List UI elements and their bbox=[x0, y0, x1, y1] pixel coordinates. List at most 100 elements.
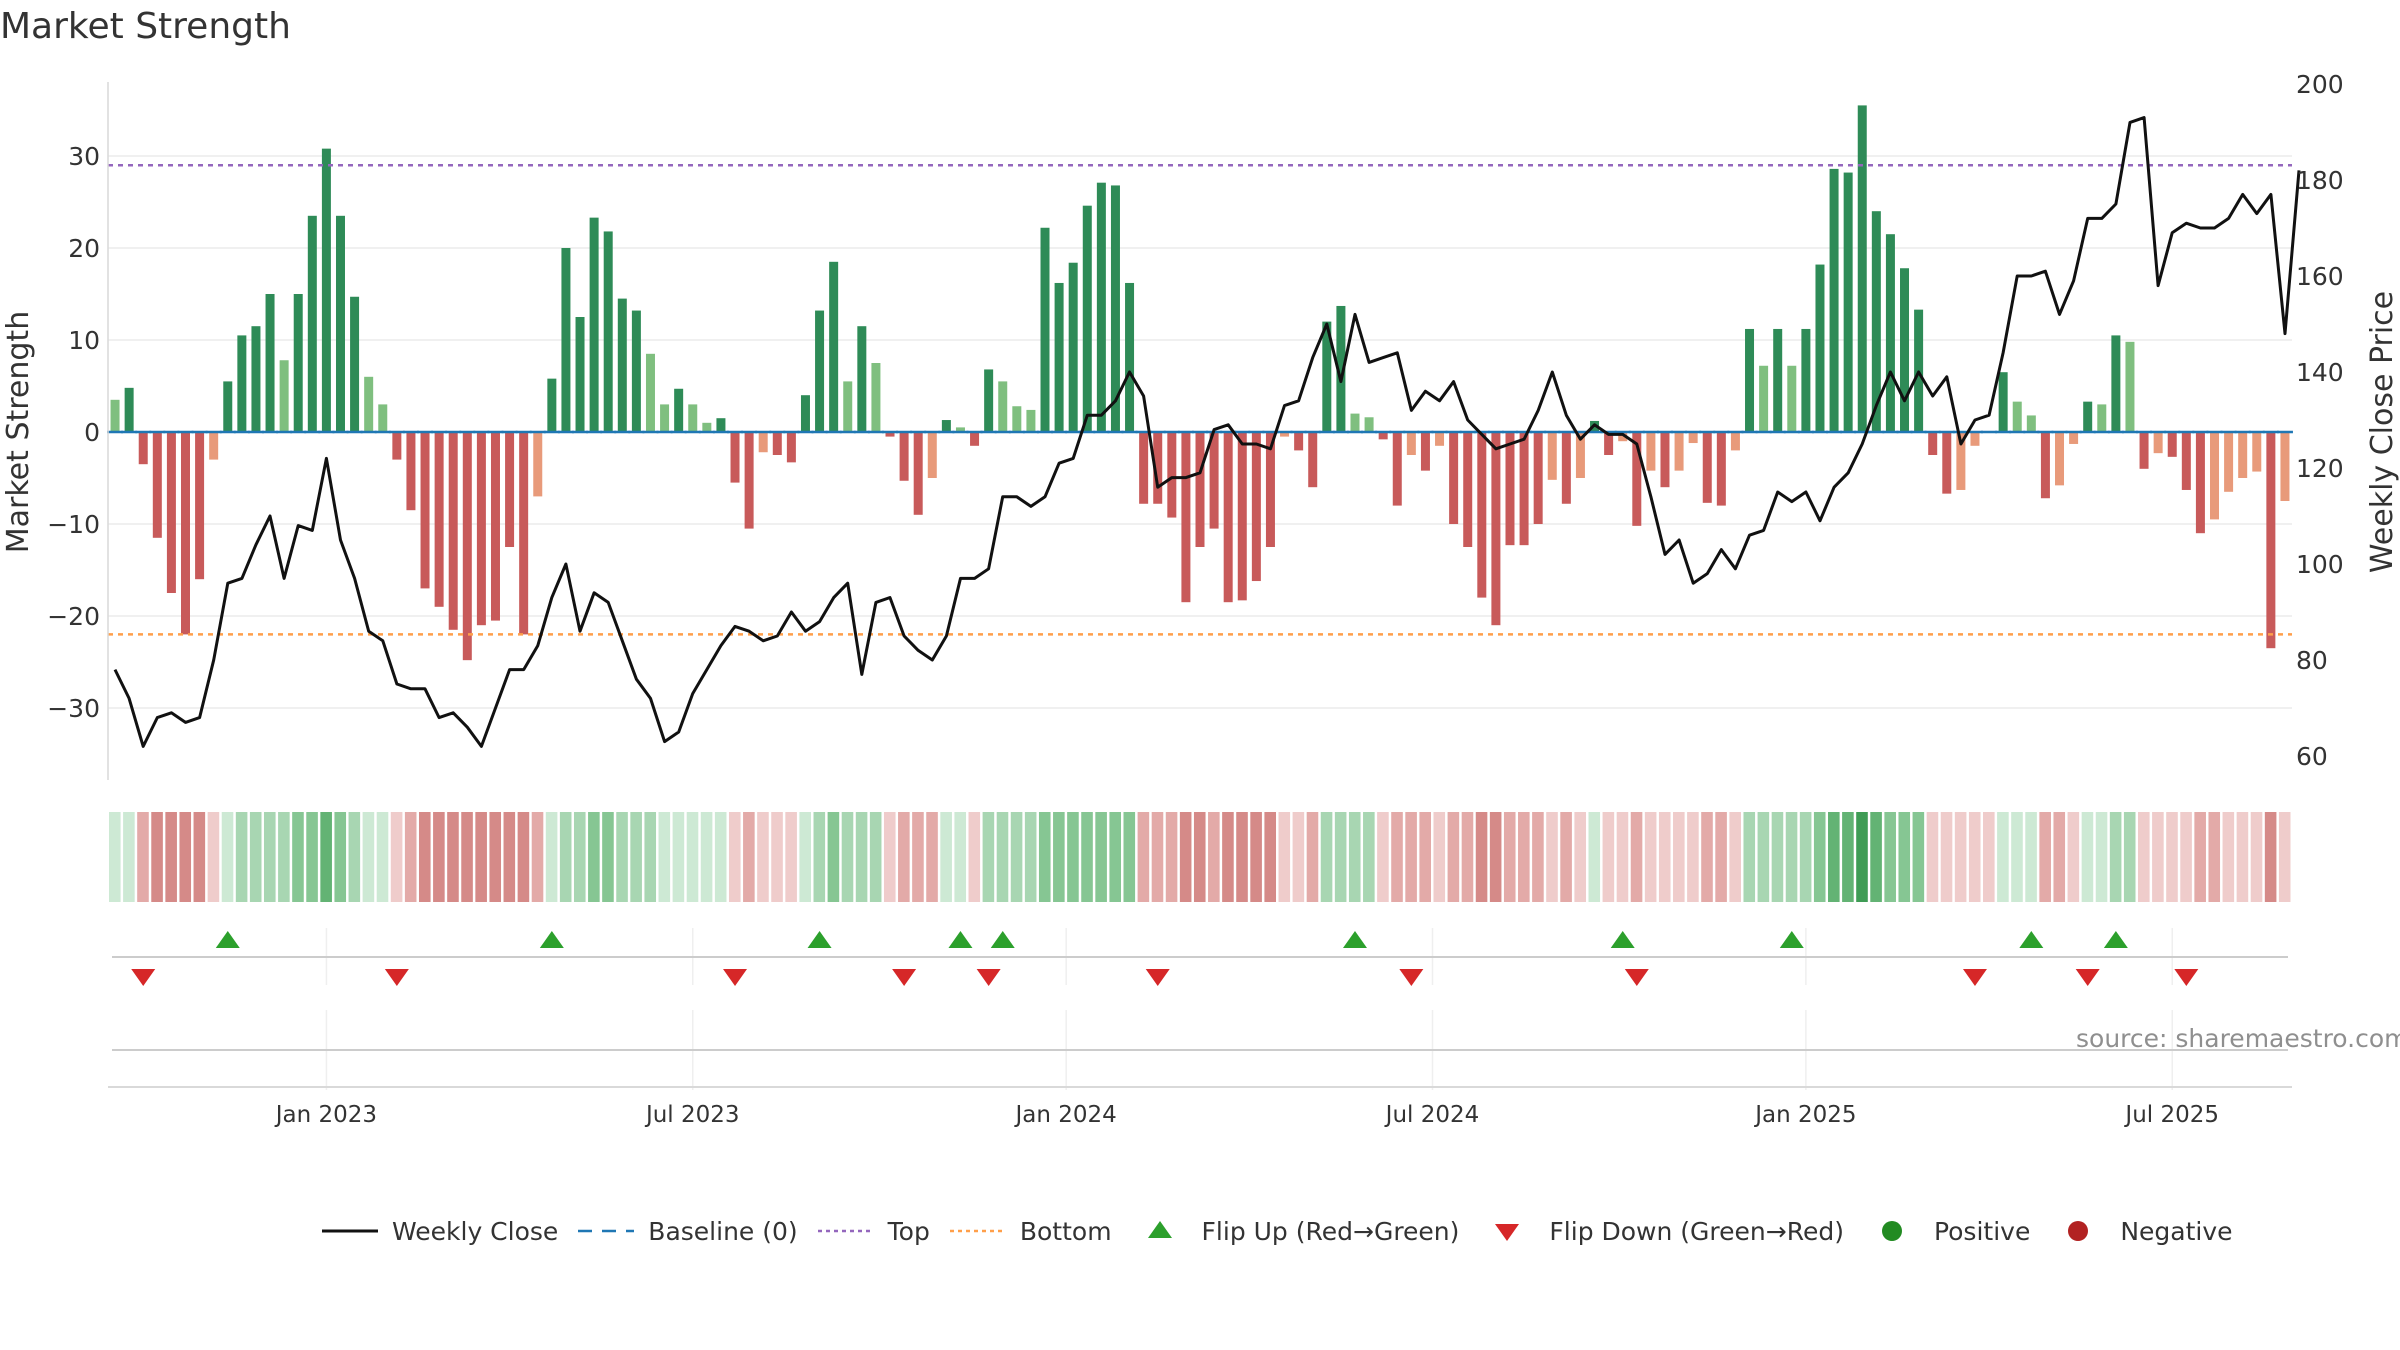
strength-bar bbox=[1435, 432, 1445, 446]
heat-cell bbox=[1968, 812, 1981, 902]
strength-bar bbox=[1674, 432, 1684, 471]
strength-bar bbox=[2266, 432, 2276, 649]
y-tick-label-right: 140 bbox=[2296, 358, 2344, 387]
strength-bar bbox=[1956, 432, 1966, 490]
x-tick-label: Jan 2023 bbox=[274, 1102, 377, 1128]
flip-markers bbox=[112, 928, 2288, 1090]
heat-cell bbox=[813, 812, 826, 902]
flip-down-marker bbox=[1624, 969, 1649, 986]
heat-cell bbox=[2152, 812, 2164, 902]
heat-cell bbox=[700, 812, 713, 902]
heat-cell bbox=[475, 812, 487, 902]
heat-cell bbox=[137, 812, 149, 902]
strength-bar bbox=[364, 376, 374, 432]
strength-bar bbox=[1110, 185, 1120, 432]
heat-cell bbox=[1588, 812, 1601, 902]
strength-bar bbox=[2069, 432, 2079, 444]
strength-bar bbox=[1730, 432, 1740, 451]
strength-bar bbox=[1308, 432, 1318, 488]
strength-bar bbox=[321, 148, 331, 432]
strength-bar bbox=[1942, 432, 1952, 494]
heat-cell bbox=[433, 812, 445, 902]
strength-bar bbox=[505, 432, 515, 547]
heat-cell bbox=[841, 812, 854, 902]
strength-bar bbox=[1815, 264, 1825, 432]
strength-bar bbox=[1336, 305, 1346, 432]
legend-item-flip_down: Flip Down (Green→Red) bbox=[1477, 1216, 1844, 1246]
heat-cell bbox=[292, 812, 304, 902]
heat-cell bbox=[1363, 812, 1375, 902]
strength-bar bbox=[166, 432, 176, 593]
heat-cell bbox=[954, 812, 967, 902]
source-note: source: sharemaestro.com bbox=[2076, 1024, 2400, 1053]
y-tick-label-right: 180 bbox=[2296, 166, 2344, 195]
heat-cell bbox=[390, 812, 403, 902]
legend-swatch-bottom bbox=[949, 1229, 1006, 1233]
heat-cell bbox=[2053, 812, 2066, 902]
heat-cell bbox=[1842, 812, 1854, 902]
strength-bar bbox=[180, 432, 190, 635]
strength-bar bbox=[702, 422, 712, 432]
heat-cell bbox=[1264, 812, 1276, 902]
strength-bar bbox=[1773, 328, 1783, 432]
strength-bar bbox=[645, 353, 655, 432]
strength-bar bbox=[1012, 406, 1022, 432]
heat-cell bbox=[2109, 812, 2122, 902]
heat-cell bbox=[221, 812, 234, 902]
heat-cell bbox=[940, 812, 952, 902]
heat-cell bbox=[461, 812, 473, 902]
heat-cell bbox=[2166, 812, 2178, 902]
heat-cell bbox=[263, 812, 276, 902]
heat-cell bbox=[2208, 812, 2221, 902]
strength-bar bbox=[899, 432, 909, 481]
heat-cell bbox=[1024, 812, 1037, 902]
heat-cell bbox=[151, 812, 163, 902]
heat-cell bbox=[1447, 812, 1460, 902]
heat-cell bbox=[898, 812, 910, 902]
strength-bar bbox=[1547, 432, 1557, 480]
heat-cell bbox=[165, 812, 177, 902]
strength-bar bbox=[1745, 328, 1755, 432]
heat-cell bbox=[602, 812, 614, 902]
strength-bar bbox=[2252, 432, 2262, 472]
heat-cell bbox=[1687, 812, 1699, 902]
x-tick-label: Jul 2023 bbox=[644, 1102, 740, 1128]
heat-cell bbox=[714, 812, 727, 902]
heat-cell bbox=[1503, 812, 1516, 902]
strength-bar bbox=[1040, 227, 1050, 432]
heat-cell bbox=[1715, 812, 1727, 902]
heat-cell bbox=[2039, 812, 2051, 902]
strength-bar bbox=[758, 432, 768, 453]
strength-bar bbox=[1068, 262, 1078, 432]
strength-bar bbox=[209, 432, 219, 460]
heat-cell bbox=[1193, 812, 1206, 902]
strength-bar bbox=[1181, 432, 1191, 603]
legend-label: Flip Up (Red→Green) bbox=[1201, 1216, 1460, 1246]
strength-bar bbox=[2040, 432, 2050, 499]
strength-bar bbox=[335, 215, 345, 432]
strength-bar bbox=[1857, 105, 1867, 433]
heat-cell bbox=[1560, 812, 1572, 902]
strength-bar bbox=[941, 420, 951, 432]
heat-cell bbox=[982, 812, 995, 902]
strength-bar bbox=[1519, 432, 1529, 546]
strength-bar bbox=[1350, 413, 1360, 432]
heat-cell bbox=[418, 812, 431, 902]
heat-cell bbox=[1475, 812, 1488, 902]
heat-cell bbox=[799, 812, 812, 902]
heat-cell bbox=[2278, 812, 2291, 902]
heat-cell bbox=[1912, 812, 1925, 902]
strength-bar bbox=[955, 427, 965, 432]
heat-cell bbox=[2180, 812, 2192, 902]
heat-cell bbox=[207, 812, 220, 902]
legend-swatch-baseline bbox=[578, 1229, 635, 1233]
strength-bar bbox=[603, 231, 613, 432]
legend-label: Top bbox=[887, 1216, 930, 1246]
heat-cell bbox=[404, 812, 417, 902]
flip-up-marker bbox=[2103, 931, 2128, 948]
y-tick-label-right: 80 bbox=[2296, 646, 2328, 675]
heat-cell bbox=[1546, 812, 1558, 902]
chart-title: Market Strength bbox=[0, 6, 291, 47]
heat-cell bbox=[503, 812, 516, 902]
strength-bar bbox=[1646, 432, 1656, 471]
